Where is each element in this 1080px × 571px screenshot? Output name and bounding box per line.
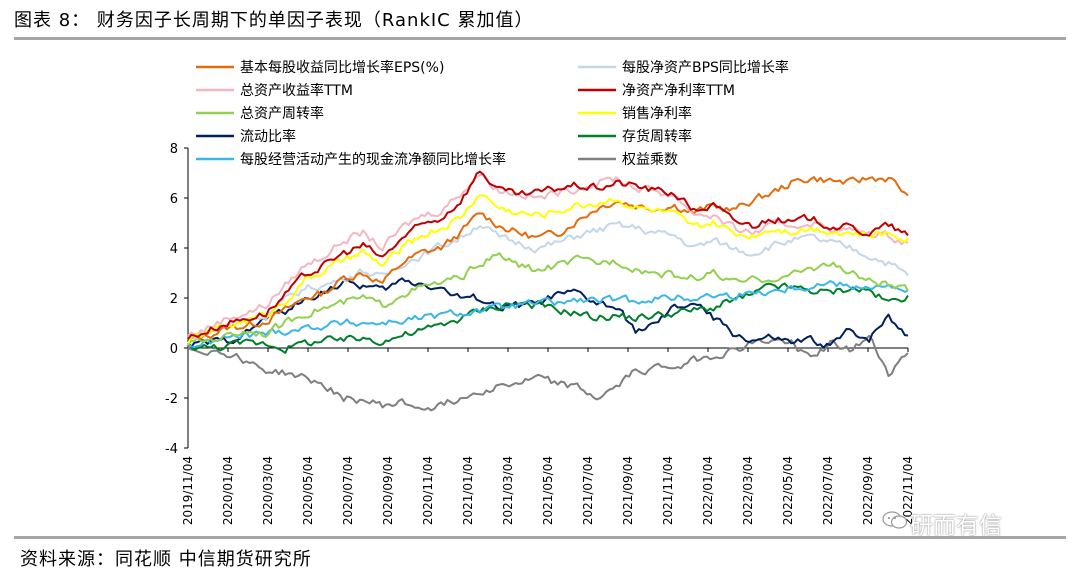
series-line: [187, 176, 909, 340]
top-rule: [14, 37, 1066, 40]
source-note: 资料来源：同花顺 中信期货研究所: [20, 549, 312, 570]
series-layer: [187, 170, 909, 412]
y-tick-label: 8: [170, 142, 178, 157]
bottom-rule: [14, 536, 1066, 539]
series-line: [187, 170, 909, 340]
x-tick-label: 2022/05/04: [781, 456, 795, 525]
x-tick-label: 2021/09/04: [621, 456, 635, 525]
x-tick-label: 2020/07/04: [341, 456, 355, 525]
x-tick-label: 2020/11/04: [421, 456, 435, 525]
x-tick-label: 2022/09/04: [861, 456, 875, 525]
legend-label: 总资产周转率: [240, 105, 324, 122]
x-tick-label: 2021/11/04: [661, 456, 675, 525]
x-tick-label: 2020/05/04: [301, 456, 315, 525]
y-tick-label: 2: [170, 292, 178, 307]
x-tick-label: 2021/01/04: [461, 456, 475, 525]
legend-label: 每股净资产BPS同比增长率: [622, 59, 789, 76]
series-line: [187, 173, 909, 337]
watermark-text: 研而有信: [910, 513, 1002, 539]
series-line: [187, 334, 909, 412]
y-tick-label: 6: [170, 192, 178, 207]
y-tick-label: 4: [170, 242, 178, 257]
x-tick-label: 2021/07/04: [581, 456, 595, 525]
legend-label: 净资产净利率TTM: [622, 82, 735, 99]
series-line: [187, 220, 909, 340]
series-line: [187, 252, 909, 346]
legend-label: 基本每股收益同比增长率EPS(%): [240, 59, 444, 76]
series-line: [187, 280, 909, 349]
figure-title: 图表 8： 财务因子长周期下的单因子表现（RankIC 累加值）: [14, 10, 534, 31]
x-tick-label: 2022/03/04: [741, 456, 755, 525]
legend-label: 销售净利率: [622, 105, 692, 122]
y-tick-label: 0: [170, 342, 178, 357]
y-tick-label: -2: [165, 392, 178, 407]
x-tick-label: 2022/11/04: [901, 456, 915, 525]
x-tick-label: 2020/01/04: [221, 456, 235, 525]
x-tick-label: 2020/09/04: [381, 456, 395, 525]
x-tick-label: 2022/01/04: [701, 456, 715, 525]
legend-label: 总资产收益率TTM: [240, 82, 353, 99]
x-tick-label: 2020/03/04: [261, 456, 275, 525]
x-tick-label: 2021/05/04: [541, 456, 555, 525]
x-tick-label: 2019/11/04: [181, 456, 195, 525]
legend-label: 存货周转率: [622, 128, 692, 145]
x-tick-label: 2022/07/04: [821, 456, 835, 525]
series-line: [187, 194, 909, 344]
legend-label: 流动比率: [240, 128, 296, 145]
y-tick-label: -4: [165, 442, 178, 457]
x-tick-label: 2021/03/04: [501, 456, 515, 525]
legend-label: 权益乘数: [622, 152, 678, 168]
legend-label: 每股经营活动产生的现金流净额同比增长率: [240, 151, 506, 168]
wechat-icon: [882, 511, 908, 529]
